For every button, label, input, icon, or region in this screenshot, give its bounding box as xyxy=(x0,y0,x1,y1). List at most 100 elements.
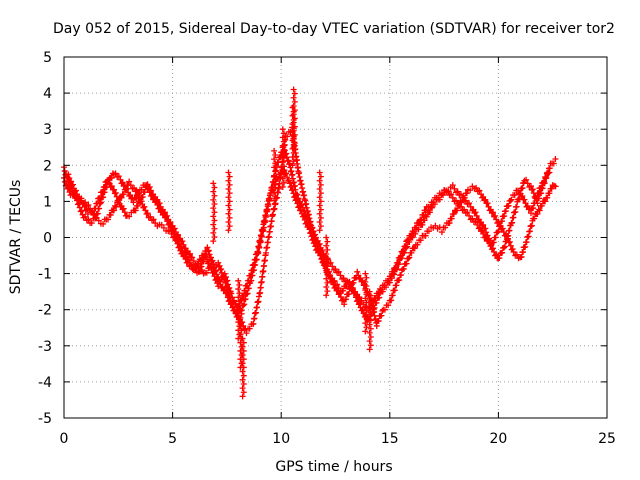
data-point xyxy=(363,274,370,281)
data-point xyxy=(461,194,468,201)
data-point xyxy=(243,330,250,337)
data-point xyxy=(127,182,134,189)
data-point xyxy=(225,177,232,184)
data-point xyxy=(541,178,548,185)
data-point xyxy=(385,277,392,284)
data-point xyxy=(482,196,489,203)
data-point xyxy=(507,197,514,204)
data-point xyxy=(301,216,308,223)
data-point xyxy=(548,185,555,192)
data-point xyxy=(366,305,373,312)
data-point xyxy=(289,154,296,161)
data-point xyxy=(279,126,286,133)
data-point xyxy=(272,151,279,158)
data-point xyxy=(280,155,287,162)
data-point xyxy=(485,237,492,244)
data-point xyxy=(240,380,247,387)
data-point xyxy=(307,230,314,237)
data-point xyxy=(210,213,217,220)
data-point xyxy=(289,186,296,193)
data-point xyxy=(185,256,192,263)
data-point xyxy=(524,180,531,187)
data-point xyxy=(502,208,509,215)
data-point xyxy=(507,242,514,249)
data-point xyxy=(290,149,297,156)
data-points xyxy=(61,86,559,400)
data-point xyxy=(509,219,516,226)
data-point xyxy=(337,272,344,279)
data-point xyxy=(211,273,218,280)
data-point xyxy=(225,227,232,234)
data-point xyxy=(307,229,314,236)
data-point xyxy=(499,218,506,225)
data-point xyxy=(402,243,409,250)
data-point xyxy=(99,188,106,195)
data-point xyxy=(316,194,323,201)
data-point xyxy=(331,277,338,284)
data-point xyxy=(527,183,534,190)
data-point xyxy=(546,190,553,197)
data-point xyxy=(377,285,384,292)
data-point xyxy=(310,236,317,243)
data-point xyxy=(291,107,298,114)
data-point xyxy=(291,140,298,147)
data-point xyxy=(195,260,202,267)
data-point xyxy=(211,209,218,216)
data-point xyxy=(341,301,348,308)
data-point xyxy=(290,111,297,118)
data-point xyxy=(291,131,298,138)
data-point xyxy=(80,200,87,207)
data-point xyxy=(145,185,152,192)
data-point xyxy=(240,292,247,299)
data-point xyxy=(210,221,217,228)
data-point xyxy=(272,201,279,208)
data-point xyxy=(506,227,513,234)
data-point xyxy=(240,372,247,379)
data-point xyxy=(163,214,170,221)
data-point xyxy=(235,277,242,284)
data-point xyxy=(271,164,278,171)
data-point xyxy=(310,228,317,235)
data-point xyxy=(225,169,232,176)
data-point xyxy=(396,254,403,261)
data-point xyxy=(317,181,324,188)
data-point xyxy=(218,265,225,272)
data-point xyxy=(425,228,432,235)
data-point xyxy=(316,210,323,217)
data-point xyxy=(319,256,326,263)
data-point xyxy=(418,216,425,223)
data-point xyxy=(105,176,112,183)
y-tick-label: -2 xyxy=(38,303,52,319)
data-point xyxy=(362,303,369,310)
data-point xyxy=(480,221,487,228)
data-point xyxy=(466,200,473,207)
data-point xyxy=(215,283,222,290)
data-point xyxy=(316,202,323,209)
data-point xyxy=(362,328,369,335)
data-point xyxy=(76,204,83,211)
data-point xyxy=(505,235,512,242)
data-point xyxy=(211,233,218,240)
data-point xyxy=(476,187,483,194)
data-point xyxy=(397,272,404,279)
data-point xyxy=(466,212,473,219)
data-point xyxy=(378,286,385,293)
data-point xyxy=(271,180,278,187)
data-point xyxy=(520,249,527,256)
data-point xyxy=(291,193,298,200)
data-point xyxy=(340,275,347,282)
data-point xyxy=(417,237,424,244)
data-point xyxy=(316,227,323,234)
data-point xyxy=(242,296,249,303)
data-point xyxy=(421,217,428,224)
data-point xyxy=(367,317,374,324)
data-point xyxy=(482,234,489,241)
data-point xyxy=(236,298,243,305)
data-point xyxy=(552,155,559,162)
data-point xyxy=(279,175,286,182)
data-point xyxy=(375,290,382,297)
data-point xyxy=(139,194,146,201)
data-point xyxy=(85,202,92,209)
data-point xyxy=(366,321,373,328)
data-point xyxy=(343,296,350,303)
